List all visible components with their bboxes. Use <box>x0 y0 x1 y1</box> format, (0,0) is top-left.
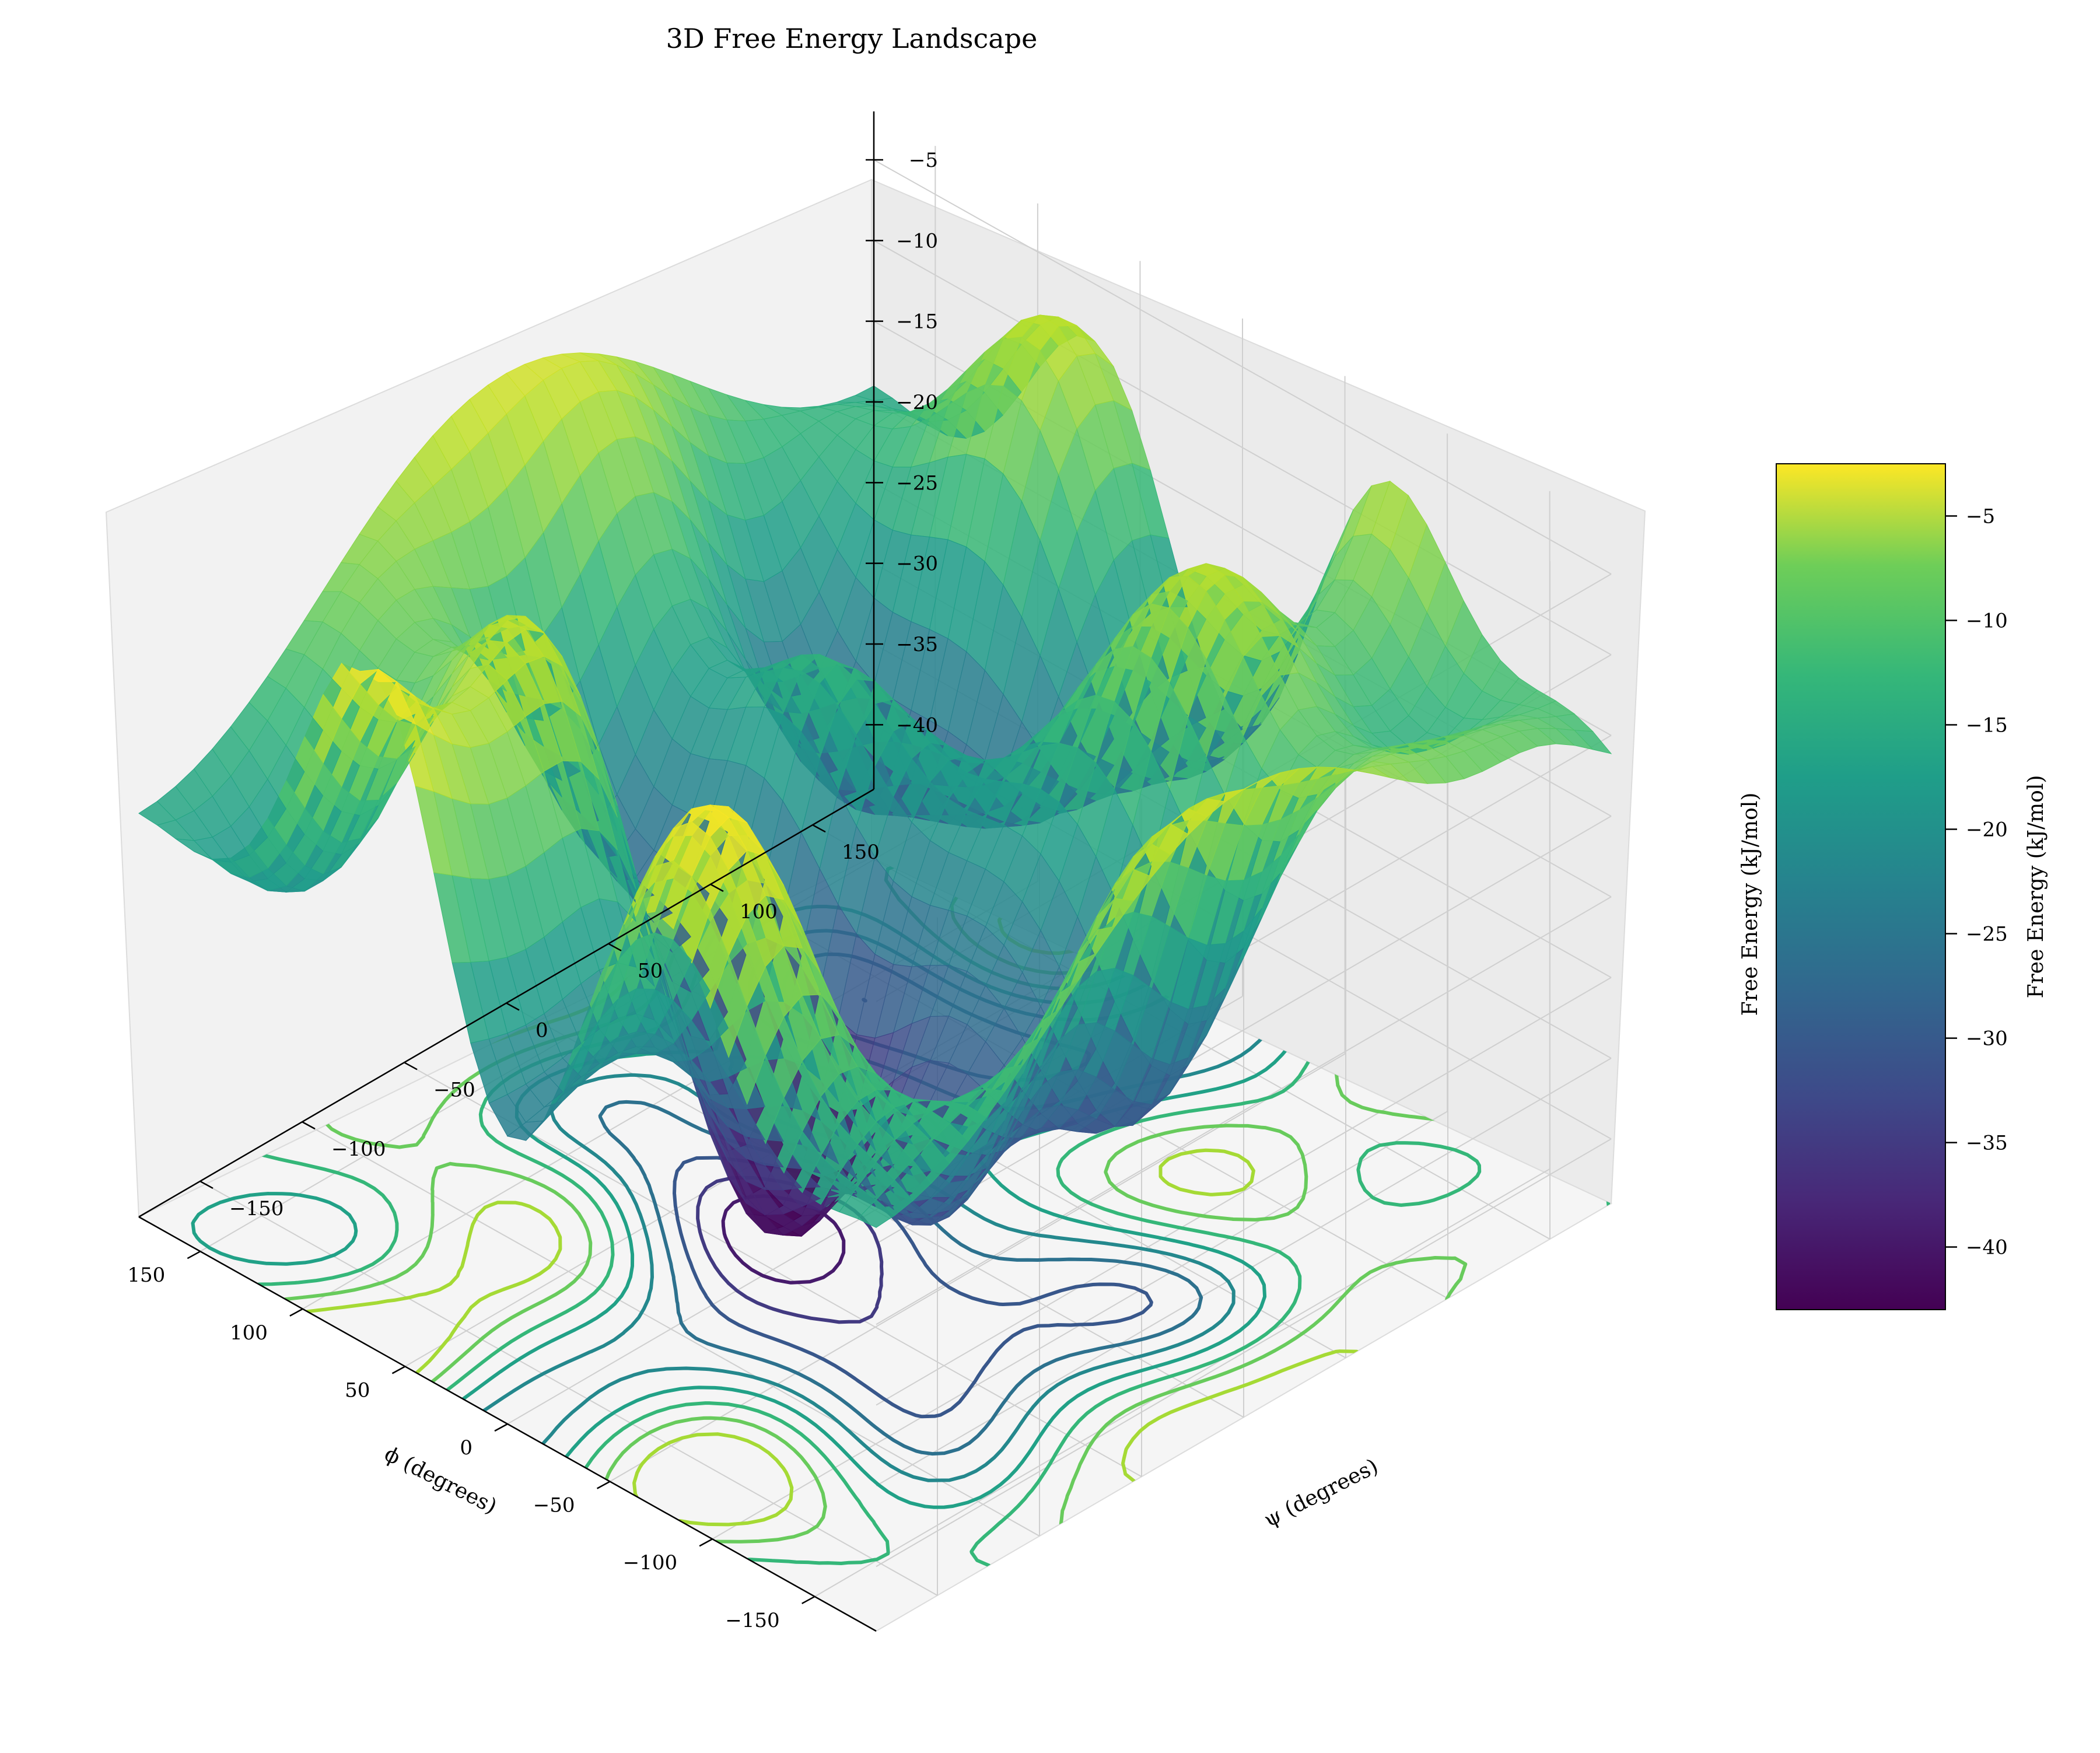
z-tick-label: −40 <box>896 713 938 737</box>
x-tick-mark <box>699 1538 713 1547</box>
energy-surface <box>138 314 1612 1237</box>
colorbar-tick-label: −25 <box>1966 923 2008 946</box>
z-tick-label: −5 <box>909 149 938 172</box>
colorbar-tick-label: −20 <box>1966 818 2008 842</box>
y-axis-title: ψ (degrees) <box>1260 1454 1382 1532</box>
z-tick-label: −30 <box>896 552 938 576</box>
y-tick-label: 100 <box>740 900 778 923</box>
x-tick-mark <box>187 1251 201 1259</box>
colorbar-tick-label: −10 <box>1966 610 2008 633</box>
x-tick-mark <box>596 1481 611 1489</box>
y-tick-mark <box>812 824 826 833</box>
colorbar-tick-label: −40 <box>1966 1236 2008 1259</box>
x-tick-mark <box>289 1308 303 1317</box>
x-tick-mark <box>391 1366 406 1374</box>
x-axis-line <box>138 1216 877 1632</box>
axes: −150 −100 −50 0 50 100 150 −150 −100 −50 0 50 100 150… <box>127 111 938 1632</box>
y-tick-label: 50 <box>638 960 663 983</box>
x-tick-label: −150 <box>725 1609 779 1632</box>
y-tick-mark <box>302 1121 316 1130</box>
x-tick-label: 100 <box>230 1321 268 1345</box>
y-tick-mark <box>200 1180 214 1189</box>
colorbar-tick-label: −15 <box>1966 714 2008 737</box>
y-tick-mark <box>710 883 724 892</box>
y-axis-line <box>138 788 874 1218</box>
x-tick-label: 150 <box>127 1264 165 1287</box>
colorbar: Free Energy (kJ/mol) −5 −10 −15 −20 −25 −30 −3… <box>1776 463 2048 1310</box>
z-tick-label: −20 <box>896 391 938 414</box>
y-tick-label: 150 <box>842 841 880 864</box>
z-tick-label: −25 <box>896 471 938 495</box>
y-tick-label: −150 <box>229 1197 284 1220</box>
z-tick-label: −10 <box>896 229 938 253</box>
surface-patch <box>138 800 177 826</box>
x-axis-title: ϕ (degrees) <box>380 1442 501 1519</box>
x-tick-mark <box>802 1595 816 1604</box>
x-tick-label: −100 <box>623 1551 677 1574</box>
y-tick-label: −50 <box>433 1078 475 1101</box>
x-tick-label: 50 <box>345 1378 370 1402</box>
z-axis-title: Free Energy (kJ/mol) <box>1738 793 1762 1016</box>
colorbar-gradient <box>1776 463 1946 1310</box>
x-tick-mark <box>494 1423 508 1432</box>
y-tick-mark <box>404 1062 418 1070</box>
y-tick-mark <box>608 943 622 951</box>
colorbar-tick-label: −30 <box>1966 1027 2008 1051</box>
z-tick-label: −15 <box>896 310 938 334</box>
chart-title: 3D Free Energy Landscape <box>666 23 1038 54</box>
floor-grid-line <box>302 1121 1040 1537</box>
colorbar-title: Free Energy (kJ/mol) <box>2024 775 2048 999</box>
y-tick-label: −100 <box>331 1138 386 1161</box>
y-tick-label: 0 <box>536 1019 548 1042</box>
colorbar-tick-label: −35 <box>1966 1132 2008 1155</box>
z-tick-label: −35 <box>896 633 938 656</box>
x-tick-label: −50 <box>533 1494 575 1517</box>
y-tick-mark <box>506 1002 520 1011</box>
colorbar-tick-label: −5 <box>1966 505 1995 529</box>
x-tick-label: 0 <box>460 1436 473 1460</box>
